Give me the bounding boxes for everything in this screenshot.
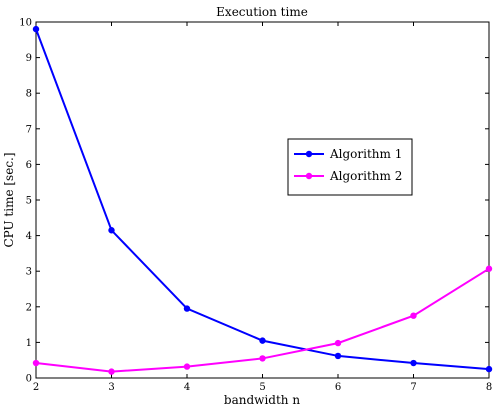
x-tick-label: 6	[335, 382, 341, 393]
legend-label: Algorithm 2	[329, 169, 402, 183]
data-point	[32, 359, 40, 367]
y-tick-label: 10	[19, 18, 32, 29]
data-point	[334, 339, 342, 347]
y-tick-label: 7	[26, 124, 32, 135]
data-point	[108, 227, 115, 234]
legend-box	[287, 138, 413, 196]
data-point	[259, 337, 266, 344]
x-tick-label: 3	[108, 382, 114, 393]
legend: Algorithm 1 Algorithm 2	[287, 138, 413, 196]
y-tick-label: 1	[26, 338, 32, 349]
x-tick-label: 4	[184, 382, 190, 393]
axis-ticks: 2 3 4 5 6 7 8 0 1 2 3 4 5 6 7 8 9 10	[19, 18, 492, 394]
legend-label: Algorithm 1	[329, 147, 402, 161]
y-tick-label: 6	[26, 160, 32, 171]
data-point	[485, 265, 493, 272]
series-layer	[32, 25, 493, 375]
y-tick-label: 4	[26, 231, 32, 242]
y-tick-label: 9	[26, 53, 32, 64]
y-axis-title: CPU time [sec.]	[2, 152, 16, 247]
data-point	[410, 312, 417, 319]
data-point	[485, 365, 493, 373]
x-tick-label: 8	[486, 382, 492, 393]
y-tick-label: 0	[26, 374, 32, 385]
x-tick-label: 5	[259, 382, 265, 393]
legend-swatch-marker	[305, 150, 313, 158]
plot-area	[35, 21, 490, 379]
data-point	[183, 363, 191, 370]
data-point	[259, 355, 266, 362]
y-tick-label: 3	[26, 267, 32, 278]
data-point	[183, 305, 191, 312]
data-point	[410, 359, 417, 367]
y-tick-label: 2	[26, 302, 32, 313]
x-tick-label: 2	[33, 382, 39, 393]
y-tick-label: 8	[26, 89, 32, 100]
data-point	[108, 368, 115, 375]
x-axis-title: bandwidth n	[224, 393, 300, 407]
data-point	[32, 25, 40, 33]
chart-title: Execution time	[216, 5, 308, 19]
legend-swatch-marker	[305, 172, 313, 180]
data-point	[334, 352, 342, 360]
y-tick-label: 5	[26, 196, 32, 207]
x-tick-label: 7	[410, 382, 416, 393]
